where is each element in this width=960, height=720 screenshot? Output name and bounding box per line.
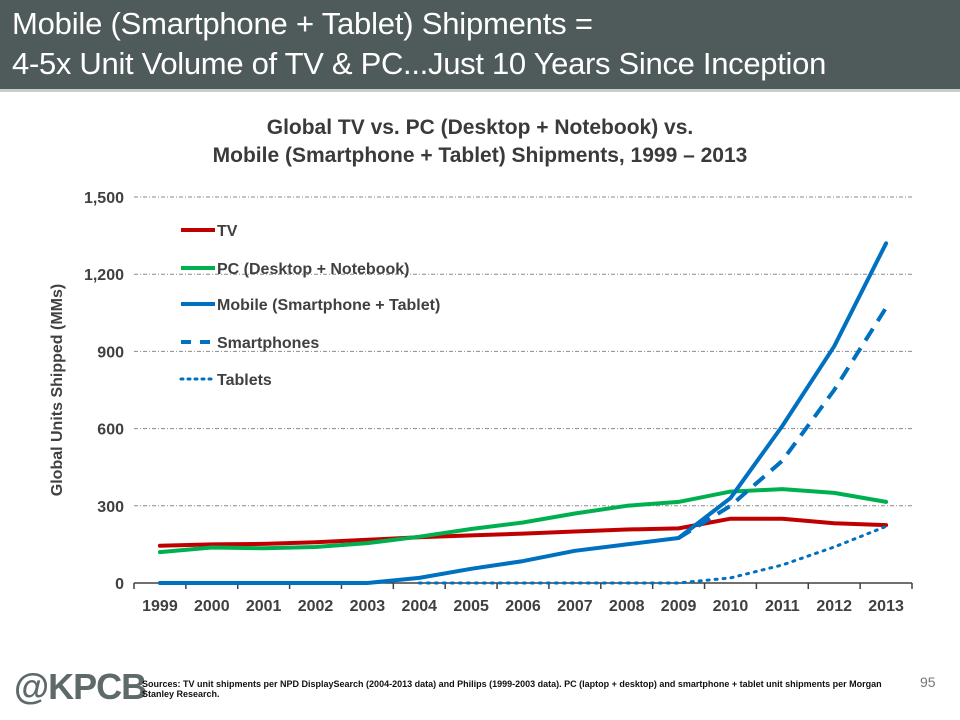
chart-title: Global TV vs. PC (Desktop + Notebook) vs… — [0, 114, 960, 170]
legend-label: TV — [217, 223, 238, 240]
chart-title-line1: Global TV vs. PC (Desktop + Notebook) vs… — [266, 116, 694, 139]
x-tick-label: 2005 — [453, 598, 489, 615]
slide-header: Mobile (Smartphone + Tablet) Shipments =… — [0, 0, 960, 92]
chart-title-line2: Mobile (Smartphone + Tablet) Shipments, … — [212, 144, 748, 167]
legend-label: Smartphones — [217, 335, 319, 352]
x-tick-label: 2012 — [816, 598, 852, 615]
sources-note: Sources: TV unit shipments per NPD Displ… — [142, 679, 882, 699]
x-tick-label: 1999 — [142, 598, 178, 615]
series-line-mobile-smartphone-tablet — [157, 241, 889, 585]
legend-label: Mobile (Smartphone + Tablet) — [217, 297, 440, 314]
y-tick-label: 300 — [97, 499, 124, 516]
slide-title-line1: Mobile (Smartphone + Tablet) Shipments = — [12, 6, 593, 41]
page-number: 95 — [920, 674, 936, 690]
series-line-pc-desktop-notebook — [157, 487, 889, 555]
x-tick-label: 2013 — [868, 598, 904, 615]
x-tick-label: 2010 — [713, 598, 749, 615]
x-tick-label: 2003 — [350, 598, 386, 615]
x-tick-label: 2011 — [765, 598, 800, 615]
x-tick-label: 2009 — [661, 598, 697, 615]
kpcb-logo: @KPCB — [14, 666, 147, 707]
x-tick-label: 2000 — [194, 598, 230, 615]
series-line-tablets — [417, 524, 888, 585]
y-axis-label: Global Units Shipped (MMs) — [49, 284, 66, 496]
x-tick-label: 2004 — [401, 598, 437, 615]
series-line-tv — [157, 516, 889, 548]
y-tick-label: 1,500 — [84, 190, 124, 207]
slide-title-line2: 4-5x Unit Volume of TV & PC...Just 10 Ye… — [12, 46, 827, 81]
legend-label: Tablets — [217, 372, 272, 389]
legend-label: PC (Desktop + Notebook) — [217, 261, 409, 278]
y-tick-label: 1,200 — [84, 267, 124, 284]
x-tick-label: 2006 — [505, 598, 541, 615]
y-tick-label: 900 — [97, 344, 124, 361]
x-tick-label: 2008 — [609, 598, 645, 615]
x-tick-label: 2007 — [557, 598, 593, 615]
y-tick-label: 0 — [115, 576, 124, 593]
y-tick-label: 600 — [97, 422, 124, 439]
x-tick-label: 2002 — [298, 598, 334, 615]
x-tick-label: 2001 — [246, 598, 282, 615]
